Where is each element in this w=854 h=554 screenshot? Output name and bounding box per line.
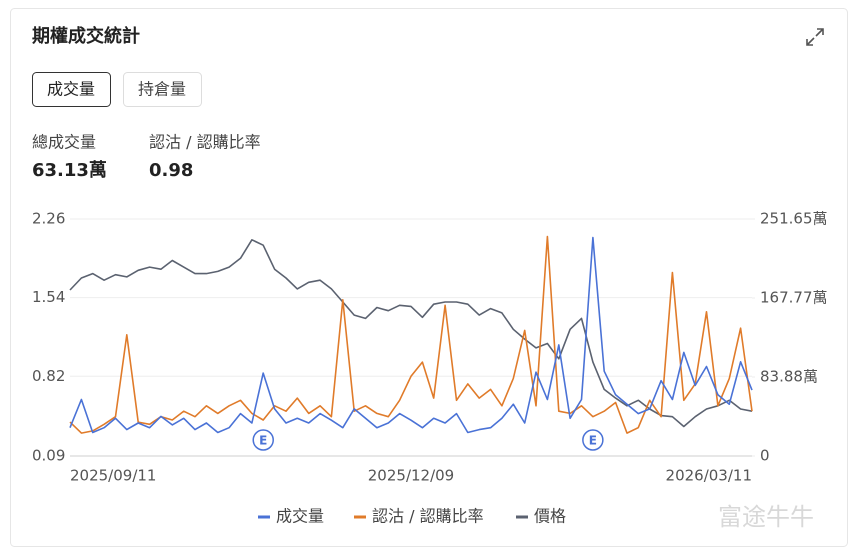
x-tick-label: 2025/12/09: [368, 467, 454, 485]
x-tick-label: 2025/09/11: [70, 467, 156, 485]
watermark: 富途牛牛: [718, 503, 814, 531]
event-marker: [252, 429, 274, 451]
y2-tick-label: 0: [760, 447, 770, 465]
stat-label: 總成交量: [32, 133, 96, 152]
tab[interactable]: [123, 72, 202, 107]
tab-active[interactable]: [32, 72, 111, 107]
y2-tick-label: 83.88萬: [760, 368, 818, 386]
y2-tick-label: 251.65萬: [760, 210, 828, 228]
event-label: E: [589, 434, 597, 448]
x-tick-label: 2026/03/11: [666, 467, 752, 485]
tab-label[interactable]: 成交量: [47, 80, 95, 99]
legend-label: 認沽 / 認購比率: [372, 507, 484, 526]
y2-tick-label: 167.77萬: [760, 288, 828, 306]
tab-label[interactable]: 持倉量: [138, 80, 186, 99]
series-line: [69, 236, 753, 434]
y-tick-label: 2.26: [32, 210, 65, 228]
expand-icon[interactable]: [806, 28, 824, 46]
series-line: [69, 239, 753, 428]
expand-arrows: [806, 28, 824, 46]
series-line: [69, 235, 753, 434]
event-label: E: [259, 434, 267, 448]
legend-label: 價格: [534, 507, 566, 526]
event-marker: [582, 429, 604, 451]
title: 期權成交統計: [32, 25, 140, 47]
stat-value: 0.98: [149, 160, 193, 181]
y-tick-label: 1.54: [32, 288, 65, 306]
legend-label: 成交量: [276, 507, 324, 526]
stat-value: 63.13萬: [32, 160, 107, 181]
stat-label: 認沽 / 認購比率: [149, 133, 261, 152]
y-tick-label: 0.82: [32, 367, 65, 385]
y-tick-label: 0.09: [32, 447, 65, 465]
